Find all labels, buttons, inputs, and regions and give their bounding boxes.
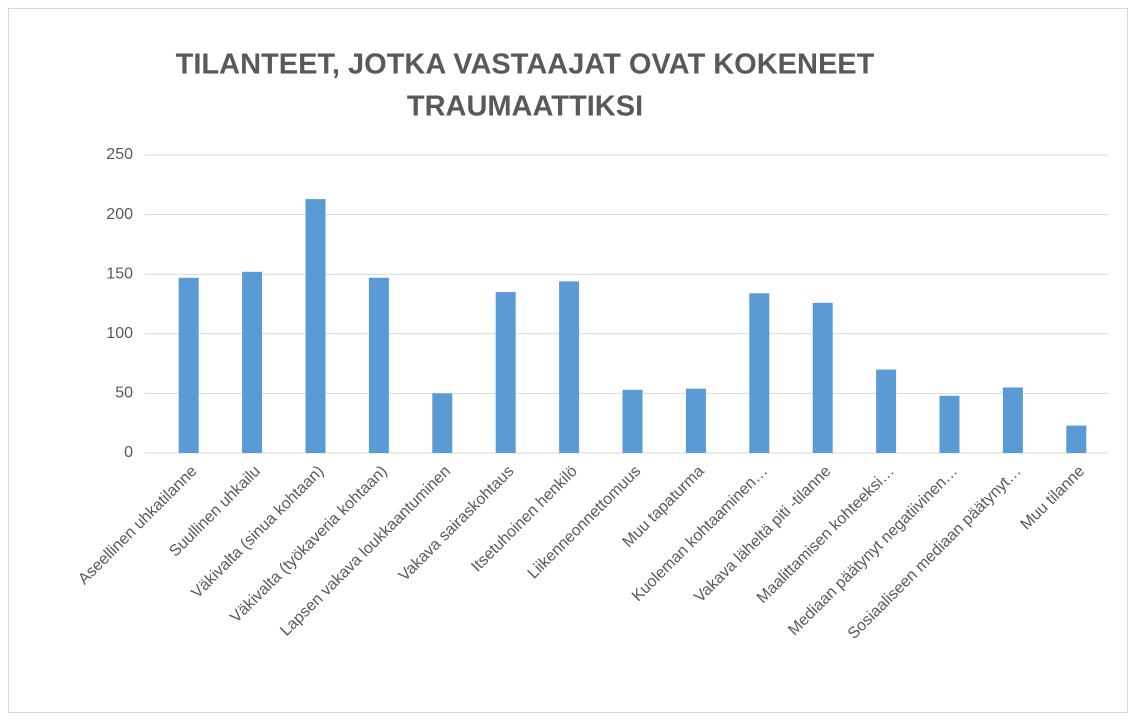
bar	[495, 292, 516, 453]
bar	[1002, 387, 1023, 453]
bar	[685, 388, 706, 453]
bar	[368, 277, 389, 453]
chart-title: TILANTEET, JOTKA VASTAAJAT OVAT KOKENEET	[176, 49, 875, 81]
bar	[432, 393, 453, 453]
y-tick-label: 200	[106, 206, 133, 223]
bar	[622, 389, 643, 453]
y-tick-label: 50	[115, 385, 133, 402]
bar	[1066, 425, 1087, 453]
bar	[178, 277, 199, 453]
y-tick-label: 100	[106, 325, 133, 342]
bar	[749, 293, 770, 453]
chart-title: TRAUMAATTIKSI	[407, 91, 643, 123]
y-tick-label: 150	[106, 265, 133, 282]
y-tick-label: 250	[106, 146, 133, 163]
bar	[812, 302, 833, 453]
bar	[939, 395, 960, 453]
y-tick-label: 0	[124, 444, 133, 461]
bar	[305, 199, 326, 453]
bar	[876, 369, 897, 453]
bar	[559, 281, 580, 453]
bar	[242, 271, 263, 453]
